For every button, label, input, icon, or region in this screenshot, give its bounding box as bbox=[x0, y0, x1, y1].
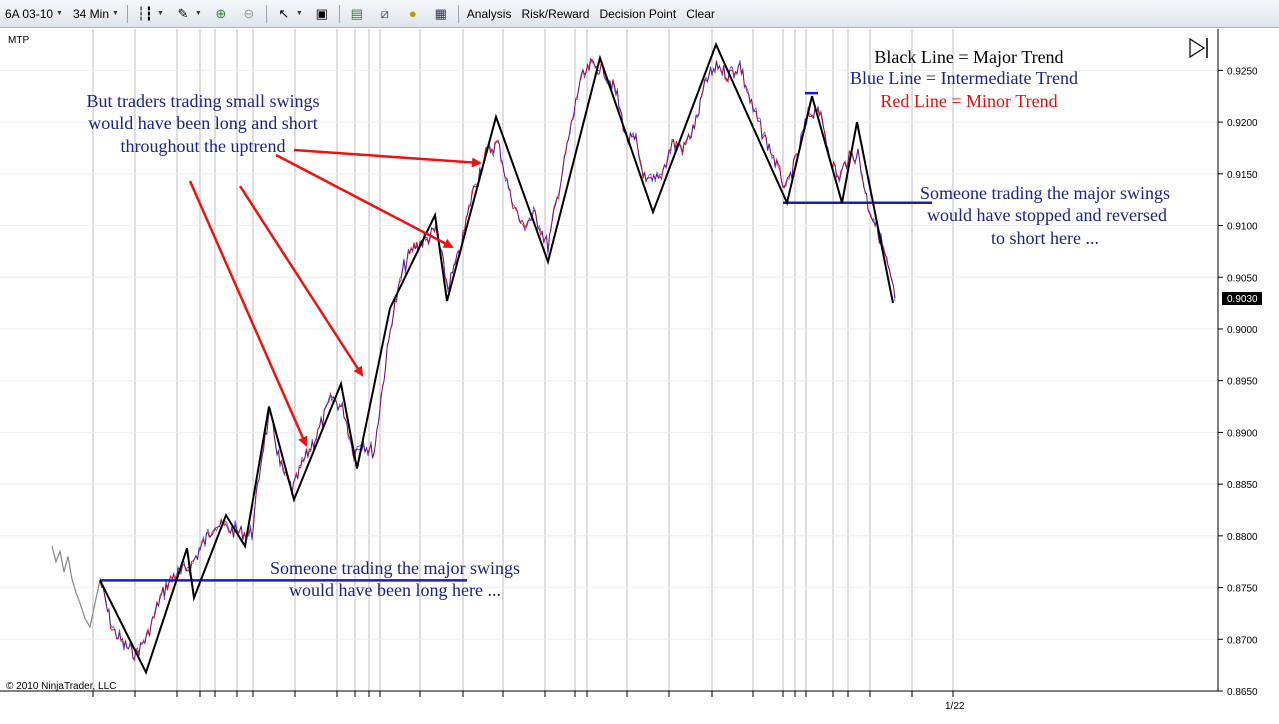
chart-panel[interactable]: 0.9250 0.9200 0.9150 0.9100 0.9050 0.9000 0.89… bbox=[0, 29, 1279, 719]
zoom-out-icon: ⊖ bbox=[243, 5, 255, 21]
history-series bbox=[51, 546, 101, 629]
legend-minor: Red Line = Minor Trend bbox=[880, 91, 1057, 111]
period-selector[interactable]: 34 Min ▼ bbox=[68, 3, 124, 25]
y-tick-label: 0.8950 bbox=[1227, 377, 1258, 388]
clear-label: Clear bbox=[686, 6, 715, 21]
money-icon: ● bbox=[408, 6, 417, 21]
toolbar-divider bbox=[265, 4, 267, 23]
y-tick-label: 0.9100 bbox=[1227, 222, 1258, 233]
y-axis-ticks: 0.9250 0.9200 0.9150 0.9100 0.9050 0.9000 0.89… bbox=[1218, 66, 1258, 698]
chevron-down-icon: ▼ bbox=[56, 10, 63, 17]
clear-button[interactable]: Clear bbox=[681, 3, 720, 25]
instrument-selector[interactable]: 6A 03-10 ▼ bbox=[0, 3, 68, 25]
chevron-down-icon: ▼ bbox=[156, 10, 164, 17]
small-swings-line-3: throughout the uptrend bbox=[121, 136, 286, 156]
y-tick-label: 0.8700 bbox=[1227, 635, 1258, 646]
y-tick-label: 0.9000 bbox=[1227, 325, 1258, 336]
toolbar-divider bbox=[457, 4, 459, 23]
x-tick-label: 1/22 bbox=[945, 701, 965, 712]
annotation-arrow bbox=[238, 185, 364, 377]
major-long-line-2: would have been long here ... bbox=[289, 580, 501, 600]
annotation-arrow bbox=[275, 153, 454, 249]
indicator-icon: ⧄ bbox=[380, 5, 389, 21]
risk-reward-label: Risk/Reward bbox=[521, 6, 590, 21]
money-button[interactable]: ● bbox=[399, 3, 427, 25]
major-trend-line bbox=[99, 41, 894, 676]
major-short-line-1: Someone trading the major swings bbox=[920, 183, 1170, 203]
panel-label: MTP bbox=[8, 35, 29, 46]
chevron-down-icon: ▼ bbox=[194, 10, 202, 17]
last-price-text: 0.9030 bbox=[1227, 294, 1258, 305]
annotation-arrow bbox=[188, 180, 308, 447]
properties-icon: ▦ bbox=[434, 5, 447, 21]
cursor-icon: ↖ bbox=[278, 5, 290, 21]
y-tick-label: 0.8800 bbox=[1227, 532, 1258, 543]
y-tick-label: 0.9050 bbox=[1227, 273, 1258, 284]
decision-point-menu[interactable]: Decision Point bbox=[594, 3, 681, 25]
indicator-button[interactable]: ⧄ bbox=[371, 3, 399, 25]
small-swings-line-1: But traders trading small swings bbox=[87, 91, 320, 111]
strategy-button[interactable]: ▤ bbox=[343, 3, 371, 25]
instrument-label: 6A 03-10 bbox=[5, 6, 54, 21]
y-tick-label: 0.9250 bbox=[1227, 66, 1258, 77]
last-price-badge: 0.9030 bbox=[1222, 292, 1262, 305]
y-tick-label: 0.8750 bbox=[1227, 584, 1258, 595]
risk-reward-menu[interactable]: Risk/Reward bbox=[516, 3, 594, 25]
major-trend-series bbox=[99, 41, 894, 676]
toolbar-divider bbox=[126, 4, 128, 23]
y-tick-label: 0.8850 bbox=[1227, 480, 1258, 491]
data-box-button[interactable]: ▣ bbox=[308, 3, 336, 25]
major-long-line-1: Someone trading the major swings bbox=[270, 558, 520, 578]
y-tick-label: 0.9200 bbox=[1227, 118, 1258, 129]
drawing-tool-button[interactable]: ✎ ▼ bbox=[169, 3, 207, 25]
panel-collapse-icon[interactable] bbox=[1189, 37, 1208, 59]
period-label: 34 Min bbox=[72, 6, 110, 21]
bar-type-button[interactable]: ┆┇ ▼ bbox=[131, 3, 169, 25]
chart-toolbar: 6A 03-10 ▼ 34 Min ▼ ┆┇ ▼ ✎ ▼ ⊕ ⊖ ↖ ▼ ▣ ▤ ⧄ … bbox=[0, 0, 1279, 28]
analysis-menu[interactable]: Analysis bbox=[462, 3, 517, 25]
horizontal-gridlines bbox=[0, 69, 1218, 692]
small-swings-line-2: would have been long and short bbox=[88, 113, 317, 133]
y-tick-label: 0.9150 bbox=[1227, 170, 1258, 181]
annotation-arrows bbox=[188, 148, 482, 447]
price-chart[interactable]: 0.9250 0.9200 0.9150 0.9100 0.9050 0.9000 0.89… bbox=[0, 29, 1279, 719]
cursor-button[interactable]: ↖ ▼ bbox=[270, 3, 308, 25]
zoom-in-button[interactable]: ⊕ bbox=[207, 3, 235, 25]
legend-major: Black Line = Major Trend bbox=[874, 47, 1063, 67]
chevron-down-icon: ▼ bbox=[112, 10, 119, 17]
major-short-line-2: would have stopped and reversed bbox=[927, 205, 1167, 225]
chevron-down-icon: ▼ bbox=[295, 10, 303, 17]
zoom-in-icon: ⊕ bbox=[215, 5, 227, 21]
intermediate-trend-series bbox=[100, 91, 932, 582]
analysis-label: Analysis bbox=[466, 6, 512, 21]
toolbar-divider bbox=[338, 4, 340, 23]
copyright-text: © 2010 NinjaTrader, LLC bbox=[6, 681, 116, 692]
strategy-icon: ▤ bbox=[350, 5, 363, 21]
legend-intermediate: Blue Line = Intermediate Trend bbox=[850, 68, 1078, 88]
history-line bbox=[51, 546, 101, 629]
properties-button[interactable]: ▦ bbox=[427, 3, 455, 25]
annotation-arrow bbox=[293, 148, 482, 168]
y-tick-label: 0.8900 bbox=[1227, 428, 1258, 439]
drawing-tool-icon: ✎ bbox=[177, 5, 189, 21]
major-short-line-3: to short here ... bbox=[991, 228, 1099, 248]
decision-point-label: Decision Point bbox=[599, 6, 677, 21]
y-tick-label: 0.8650 bbox=[1227, 687, 1258, 698]
data-box-icon: ▣ bbox=[315, 5, 328, 21]
bar-type-icon: ┆┇ bbox=[137, 5, 153, 21]
zoom-out-button[interactable]: ⊖ bbox=[235, 3, 263, 25]
